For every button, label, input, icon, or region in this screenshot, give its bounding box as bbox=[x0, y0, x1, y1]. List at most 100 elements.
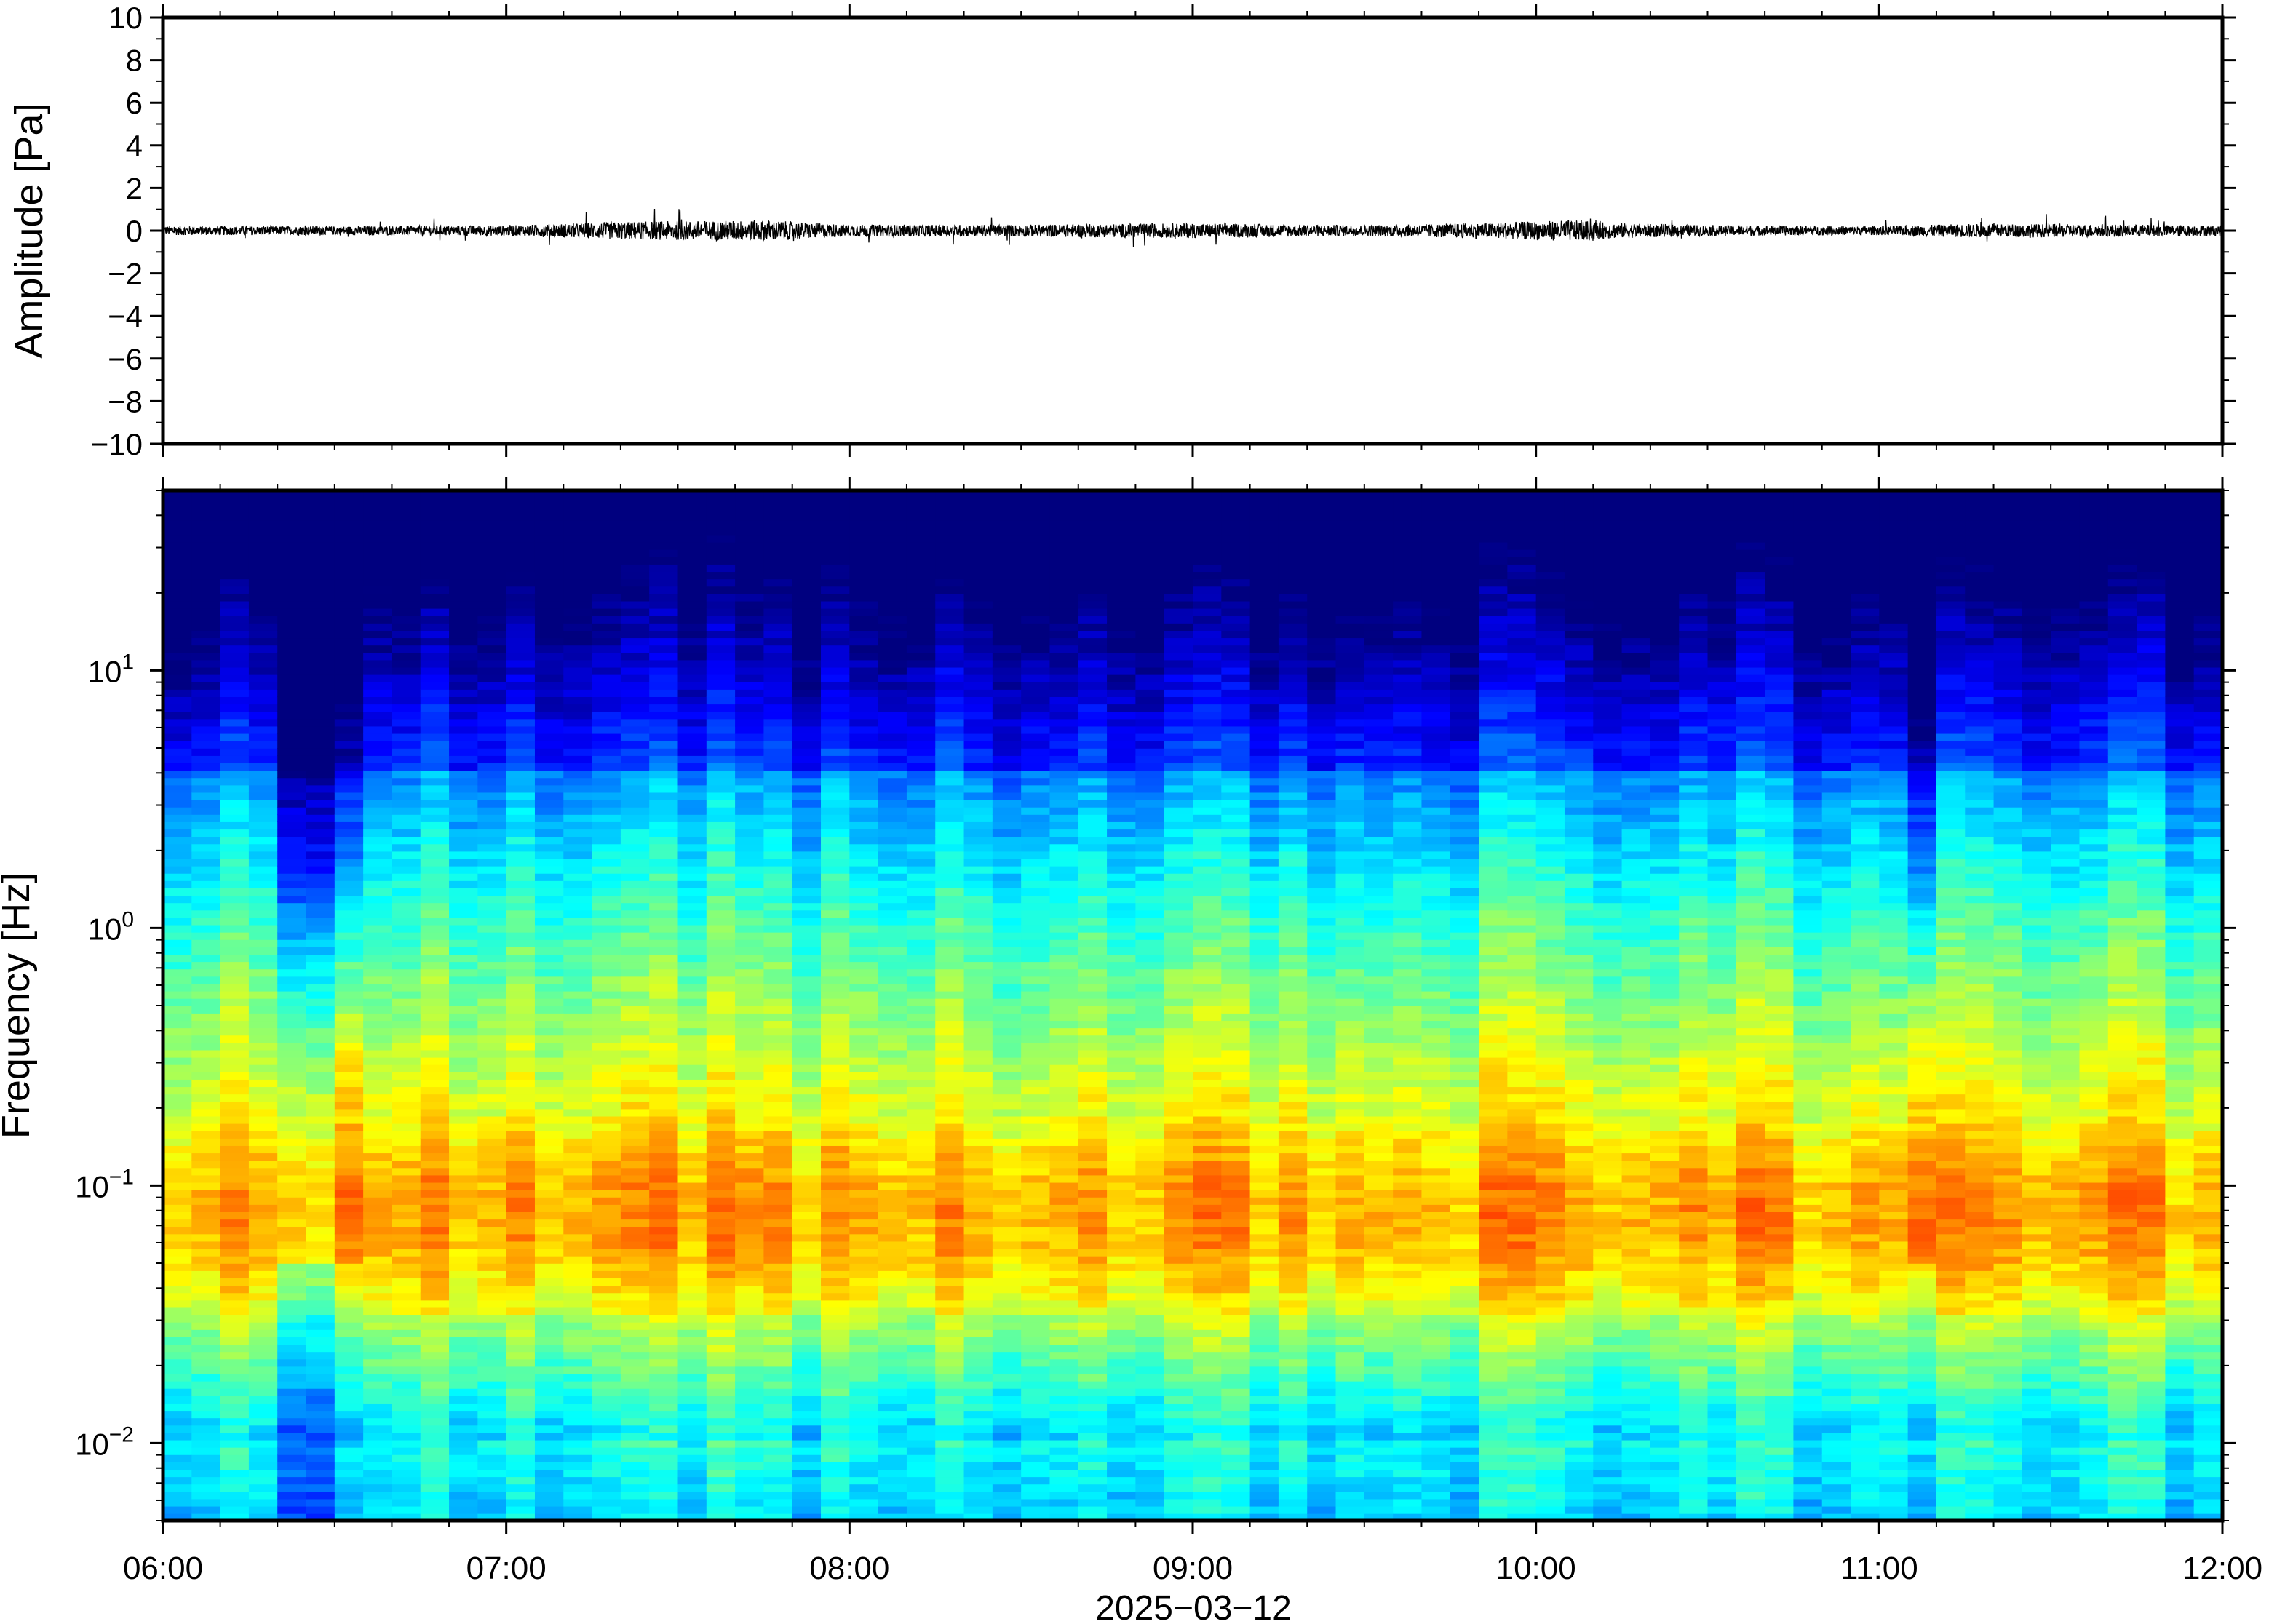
spectrogram-cell bbox=[534, 1278, 565, 1286]
spectrogram-cell bbox=[649, 1115, 679, 1124]
spectrogram-cell bbox=[306, 954, 335, 963]
spectrogram-cell bbox=[906, 1013, 937, 1022]
spectrogram-cell bbox=[821, 821, 851, 830]
spectrogram-cell bbox=[878, 1462, 907, 1470]
spectrogram-cell bbox=[392, 1079, 421, 1088]
spectrogram-cell bbox=[735, 689, 765, 697]
spectrogram-cell bbox=[706, 1396, 736, 1404]
spectrogram-cell bbox=[191, 534, 221, 543]
spectrogram-cell bbox=[992, 755, 1022, 764]
spectrogram-cell bbox=[248, 490, 279, 498]
spectrogram-cell bbox=[706, 763, 736, 771]
spectrogram-cell bbox=[677, 652, 707, 661]
spectrogram-cell bbox=[392, 1130, 421, 1139]
spectrogram-cell bbox=[191, 1432, 221, 1441]
spectrogram-cell bbox=[220, 1160, 250, 1169]
spectrogram-cell bbox=[392, 836, 421, 845]
spectrogram-cell bbox=[334, 571, 364, 580]
spectrogram-cell bbox=[220, 1020, 250, 1029]
spectrogram-cell bbox=[1078, 645, 1108, 653]
spectrogram-cell bbox=[878, 748, 907, 756]
spectrogram-cell bbox=[649, 1079, 679, 1088]
spectrogram-cell bbox=[963, 681, 993, 690]
spectrogram-cell bbox=[248, 763, 279, 771]
spectrogram-cell bbox=[649, 829, 679, 837]
spectrogram-cell bbox=[849, 1035, 879, 1043]
spectrogram-cell bbox=[563, 1006, 593, 1014]
spectrogram-cell bbox=[677, 1167, 707, 1176]
spectrogram-cell bbox=[992, 1079, 1022, 1088]
spectrogram-cell bbox=[992, 1027, 1022, 1036]
spectrogram-cell bbox=[935, 1064, 965, 1072]
spectrogram-cell bbox=[821, 600, 851, 609]
spectrogram-cell bbox=[735, 777, 765, 786]
spectrogram-cell bbox=[1078, 615, 1108, 624]
waveform-y-tick-label: −4 bbox=[108, 299, 143, 333]
spectrogram-cell bbox=[163, 1013, 193, 1022]
spectrogram-cell bbox=[506, 976, 536, 984]
spectrogram-cell bbox=[821, 498, 851, 506]
spectrogram-cell bbox=[1078, 549, 1108, 557]
spectrogram-cell bbox=[248, 549, 279, 557]
spectrogram-cell bbox=[248, 954, 279, 963]
spectrogram-cell bbox=[534, 490, 565, 498]
spectrogram-cell bbox=[592, 1204, 621, 1212]
spectrogram-cell bbox=[963, 1079, 993, 1088]
spectrogram-cell bbox=[906, 541, 937, 550]
spectrogram-cell bbox=[992, 909, 1022, 918]
spectrogram-cell bbox=[677, 1476, 707, 1485]
spectrogram-cell bbox=[706, 1513, 736, 1521]
spectrogram-cell bbox=[1021, 681, 1051, 690]
spectrogram-cell bbox=[620, 851, 650, 859]
spectrogram-cell bbox=[420, 666, 450, 675]
spectrogram-cell bbox=[735, 1410, 765, 1419]
spectrogram-cell bbox=[1078, 1484, 1108, 1492]
spectrogram-cell bbox=[792, 541, 822, 550]
spectrogram-cell bbox=[735, 1115, 765, 1124]
spectrogram-cell bbox=[506, 1270, 536, 1279]
spectrogram-cell bbox=[392, 498, 421, 506]
spectrogram-cell bbox=[592, 1337, 621, 1345]
spectrogram-cell bbox=[163, 527, 193, 536]
spectrogram-cell bbox=[563, 836, 593, 845]
spectrogram-cell bbox=[1078, 1498, 1108, 1507]
spectrogram-cell bbox=[620, 880, 650, 888]
spectrogram-cell bbox=[1078, 1388, 1108, 1396]
spectrogram-cell bbox=[506, 1094, 536, 1102]
spectrogram-cell bbox=[1049, 1130, 1079, 1139]
spectrogram-cell bbox=[706, 1153, 736, 1161]
spectrogram-cell bbox=[248, 1027, 279, 1036]
spectrogram-cell bbox=[706, 1454, 736, 1462]
spectrogram-cell bbox=[363, 784, 393, 793]
spectrogram-cell bbox=[849, 1226, 879, 1235]
spectrogram-cell bbox=[534, 990, 565, 999]
spectrogram-cell bbox=[935, 1314, 965, 1323]
spectrogram-cell bbox=[420, 968, 450, 977]
spectrogram-cell bbox=[306, 976, 335, 984]
spectrogram-cell bbox=[220, 689, 250, 697]
spectrogram-cell bbox=[1021, 1241, 1051, 1249]
spectrogram-cell bbox=[592, 666, 621, 675]
spectrogram-cell bbox=[449, 1498, 479, 1507]
spectrogram-cell bbox=[1049, 557, 1079, 565]
spectrogram-cell bbox=[963, 534, 993, 543]
spectrogram-cell bbox=[534, 806, 565, 815]
spectrogram-cell bbox=[1078, 498, 1108, 506]
spectrogram-cell bbox=[963, 814, 993, 822]
spectrogram-cell bbox=[392, 1425, 421, 1433]
spectrogram-cell bbox=[334, 1425, 364, 1433]
spectrogram-cell bbox=[735, 1042, 765, 1051]
spectrogram-cell bbox=[506, 1344, 536, 1353]
spectrogram-cell bbox=[706, 888, 736, 896]
spectrogram-cell bbox=[506, 1513, 536, 1521]
spectrogram-cell bbox=[677, 902, 707, 911]
spectrogram-cell bbox=[849, 748, 879, 756]
spectrogram-cell bbox=[1107, 1072, 1137, 1080]
spectrogram-cell bbox=[563, 534, 593, 543]
spectrogram-cell bbox=[334, 784, 364, 793]
spectrogram-cell bbox=[821, 740, 851, 749]
spectrogram-cell bbox=[392, 1454, 421, 1462]
spectrogram-cell bbox=[620, 674, 650, 682]
spectrogram-cell bbox=[1049, 1278, 1079, 1286]
spectrogram-cell bbox=[163, 895, 193, 904]
